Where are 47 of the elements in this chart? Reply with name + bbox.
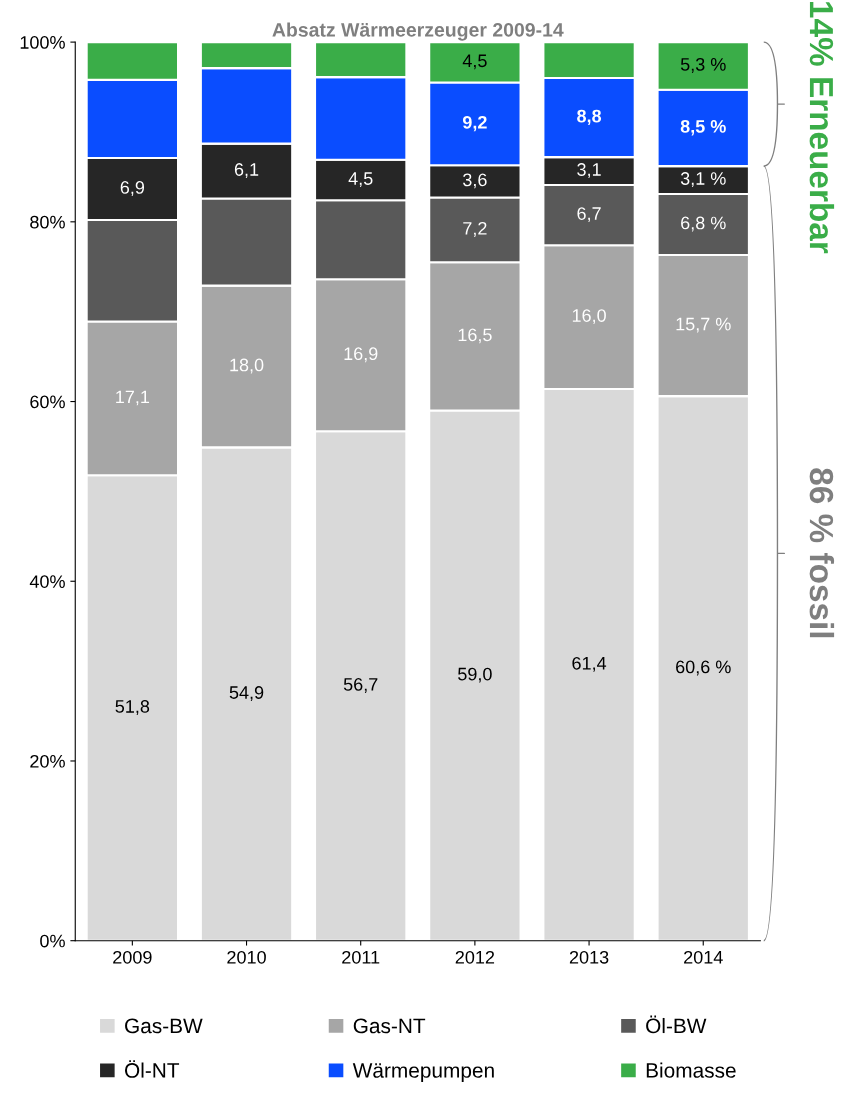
x-tick-label: 2012	[455, 950, 495, 964]
data-label: 15,7 %	[676, 317, 731, 333]
data-label: 8,5 %	[680, 119, 726, 136]
chart-title: Absatz Wärmeerzeuger 2009-14	[272, 22, 564, 41]
data-label: 7,2	[463, 221, 487, 237]
x-tick-label: 2009	[113, 950, 152, 964]
data-label: 3,6	[463, 173, 487, 189]
y-tick-label: 60%	[30, 395, 65, 409]
data-label: 6,1	[234, 163, 259, 179]
text: 14% Erneuerbar	[809, 2, 835, 254]
data-label: 16,0	[572, 309, 606, 325]
data-label: 6,7	[577, 207, 601, 223]
x-tick-label: 2011	[342, 950, 380, 964]
y-tick-label: 80%	[30, 215, 65, 229]
x-tick-label: 2013	[569, 950, 609, 964]
x-tick-label: 2014	[684, 950, 723, 964]
data-label: 3,1	[577, 163, 601, 179]
data-label: 4,5	[348, 172, 373, 188]
data-label: 56,7	[343, 678, 378, 693]
legend-label: Biomasse	[646, 1062, 736, 1078]
data-label: 60,6 %	[676, 660, 731, 676]
legend-label: Öl-BW	[646, 1015, 707, 1034]
data-label: 8,8	[577, 109, 602, 126]
y-tick-label: 100%	[20, 36, 65, 49]
data-label: 4,5	[462, 54, 487, 70]
y-tick-label: 40%	[29, 575, 65, 588]
data-label: 59,0	[458, 667, 492, 683]
legend-label: Wärmepumpen	[352, 1063, 494, 1082]
data-label: 16,5	[458, 328, 492, 344]
legend-label: Öl-NT	[124, 1060, 180, 1078]
data-label: 6,9	[120, 181, 145, 196]
data-label: 17,1	[116, 390, 150, 406]
data-label: 18,0	[230, 358, 264, 374]
x-tick-label: 2010	[227, 950, 266, 964]
data-label: 61,4	[572, 656, 607, 672]
data-label: 54,9	[229, 686, 264, 702]
text: 86 % fossil	[809, 468, 835, 638]
y-tick-label: 20%	[30, 754, 65, 768]
data-label: 5,3 %	[680, 57, 726, 73]
data-label: 16,9	[344, 347, 378, 363]
data-label: 6,8 %	[681, 216, 726, 232]
y-tick-label: 0%	[40, 934, 65, 948]
legend-label: Gas-BW	[125, 1018, 203, 1034]
data-label: 9,2	[462, 115, 487, 132]
data-label: 3,1 %	[680, 172, 726, 188]
legend-label: Gas-NT	[353, 1018, 426, 1034]
data-label: 51,8	[115, 700, 150, 715]
